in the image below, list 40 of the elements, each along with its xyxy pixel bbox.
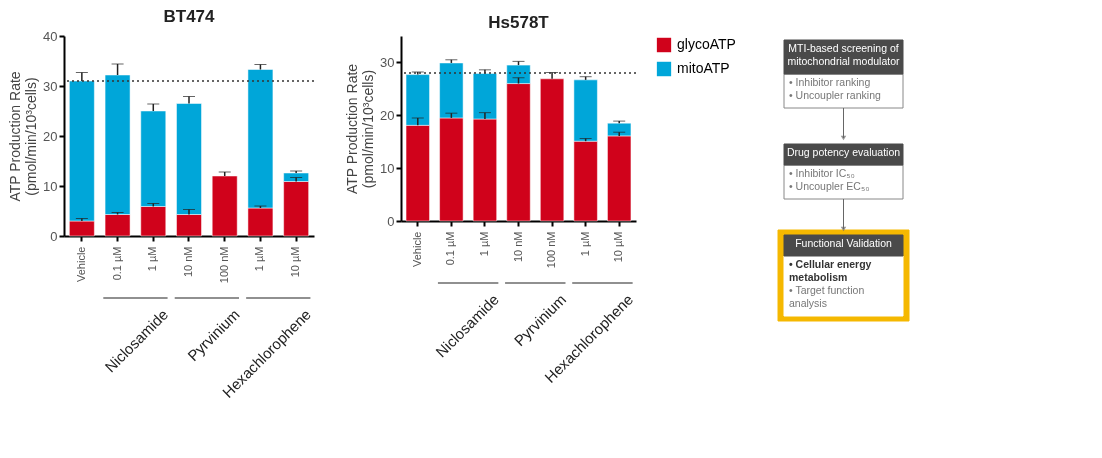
text: • Uncoupler ranking (789, 89, 881, 101)
x-tick-label: 10 µM (289, 246, 302, 278)
text: • Uncoupler EC₅₀ (789, 180, 870, 192)
y-tick-label: 20 (380, 107, 395, 123)
x-tick-label: Vehicle (74, 246, 87, 282)
x-tick-label: 0.1 µM (444, 231, 457, 266)
y-tick-label: 10 (380, 160, 395, 176)
legend-label: glycoATP (677, 36, 736, 52)
bar (211, 175, 238, 237)
text: Drug potency evaluation (786, 146, 901, 158)
x-tick-label: 0.1 µM (110, 246, 123, 281)
text: • Target function analysis (789, 284, 865, 309)
y-tick-label: 0 (50, 228, 58, 244)
chart-title: BT474 (163, 7, 216, 26)
text: • Inhibitor IC₅₀ (789, 167, 855, 179)
x-tick-label: 10 nM (182, 246, 194, 278)
y-tick-label: 20 (43, 128, 58, 144)
x-tick-label: 10 nM (511, 231, 524, 263)
text: Functional Validation (795, 237, 893, 249)
bar (540, 78, 565, 222)
y-tick-label: 30 (43, 78, 58, 94)
chart-title: Hs578T (488, 13, 550, 32)
y-tick-label: 40 (43, 28, 58, 44)
y-axis-title: ATP Production Rate (pmol/min/10³cells) (7, 71, 40, 202)
x-tick-label: 1 µM (477, 231, 490, 257)
y-tick-label: 0 (387, 213, 395, 229)
x-tick-label: 1 µM (578, 231, 591, 257)
y-tick-label: 10 (43, 178, 58, 194)
text: MTI-based screening of mitochondrial modulator (787, 42, 901, 67)
text: • Inhibitor ranking (789, 76, 871, 88)
x-tick-label: 1 µM (253, 246, 266, 272)
x-tick-label: 100 nM (217, 246, 230, 284)
text: • Cellular energy metabolism (789, 258, 872, 283)
y-axis-title: ATP Production Rate (pmol/min/10³cells) (344, 63, 377, 195)
x-tick-label: Vehicle (410, 231, 423, 267)
x-tick-label: 1 µM (146, 246, 159, 272)
x-tick-label: 100 nM (545, 231, 558, 269)
y-tick-label: 30 (380, 54, 395, 70)
x-tick-label: 10 µM (612, 231, 625, 263)
legend-label: mitoATP (677, 60, 730, 76)
